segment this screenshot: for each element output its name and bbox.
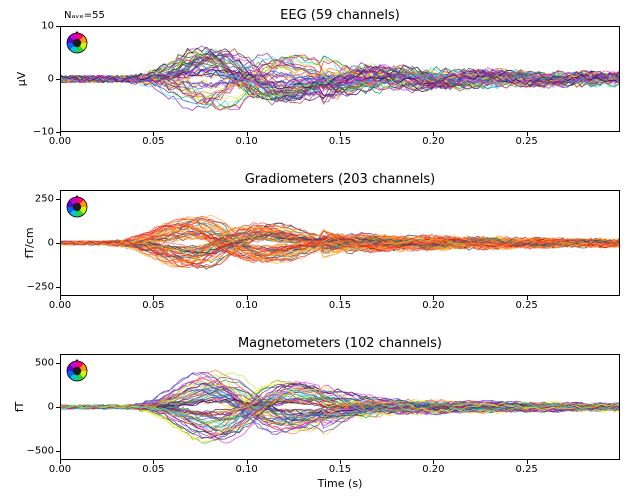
xlabel: Time (s) [60,477,620,490]
figure: EEG (59 channels)Nₐᵥₑ=55µV−100100.000.05… [0,0,640,500]
grad-xtick: 0.00 [49,300,71,311]
grad-lines [61,191,619,295]
eeg-xtick: 0.20 [422,136,444,147]
eeg-ytick: 10 [41,21,54,32]
grad-xtick: 0.25 [516,300,538,311]
mag-ytick: 500 [35,357,54,368]
grad-title: Gradiometers (203 channels) [60,172,620,187]
plot-area-mag [60,354,620,460]
eeg-xtick: 0.15 [329,136,351,147]
eeg-title: EEG (59 channels) [60,8,620,23]
eeg-lines [61,27,619,131]
panel-mag: Magnetometers (102 channels)fTTime (s)−5… [60,354,620,460]
grad-xtick: 0.10 [236,300,258,311]
mag-ylabel: fT [13,402,26,413]
mag-xtick: 0.15 [329,464,351,475]
panel-eeg: EEG (59 channels)Nₐᵥₑ=55µV−100100.000.05… [60,26,620,132]
grad-ytick: 0 [48,238,54,249]
mag-xtick: 0.10 [236,464,258,475]
grad-ytick: −250 [27,282,54,293]
eeg-ytick: 0 [48,74,54,85]
plot-area-grad [60,190,620,296]
grad-xtick: 0.05 [142,300,164,311]
eeg-xtick: 0.10 [236,136,258,147]
mag-xtick: 0.00 [49,464,71,475]
mag-topomap-icon [65,359,89,383]
mag-ytick: −500 [27,446,54,457]
eeg-xtick: 0.05 [142,136,164,147]
mag-ytick: 0 [48,402,54,413]
mag-xtick: 0.20 [422,464,444,475]
eeg-ylabel: µV [15,72,28,87]
grad-ytick: 250 [35,193,54,204]
mag-lines [61,355,619,459]
grad-xtick: 0.20 [422,300,444,311]
mag-xtick: 0.05 [142,464,164,475]
mag-xtick: 0.25 [516,464,538,475]
nave-label: Nₐᵥₑ=55 [64,10,105,21]
eeg-xtick: 0.25 [516,136,538,147]
grad-xtick: 0.15 [329,300,351,311]
grad-ylabel: fT/cm [23,227,36,258]
eeg-topomap-icon [65,31,89,55]
grad-topomap-icon [65,195,89,219]
panel-grad: Gradiometers (203 channels)fT/cm−2500250… [60,190,620,296]
eeg-xtick: 0.00 [49,136,71,147]
plot-area-eeg [60,26,620,132]
mag-title: Magnetometers (102 channels) [60,336,620,351]
